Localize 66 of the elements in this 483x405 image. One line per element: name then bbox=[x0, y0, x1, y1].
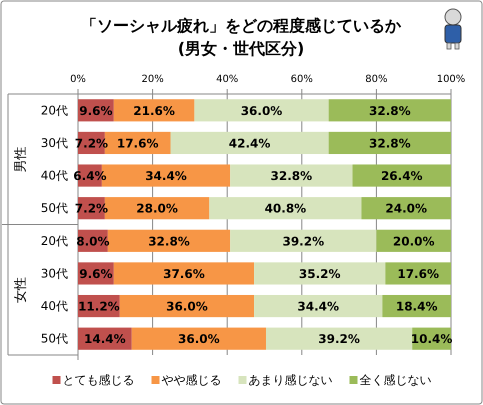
data-label: 17.6% bbox=[116, 136, 158, 150]
data-label: 39.2% bbox=[282, 234, 324, 248]
data-label: 36.0% bbox=[166, 300, 208, 314]
data-label: 34.4% bbox=[297, 300, 340, 314]
data-label: 32.8% bbox=[369, 104, 411, 118]
data-label: 9.6% bbox=[79, 104, 113, 118]
bar bbox=[170, 132, 329, 154]
data-label: 32.8% bbox=[148, 234, 190, 248]
y-tick-label: 50代 bbox=[40, 332, 68, 346]
bar bbox=[361, 197, 451, 220]
data-label: 36.0% bbox=[178, 332, 220, 346]
bar bbox=[230, 230, 376, 252]
bar bbox=[254, 262, 386, 285]
x-tick-label: 40% bbox=[216, 74, 238, 85]
bar bbox=[328, 99, 451, 122]
legend-label: あまり感じない bbox=[248, 373, 332, 387]
data-label: 26.4% bbox=[380, 169, 423, 184]
y-tick-label: 30代 bbox=[40, 266, 68, 280]
bar bbox=[108, 230, 230, 252]
data-label: 14.4% bbox=[84, 332, 126, 346]
data-label: 9.6% bbox=[79, 266, 113, 281]
text: 女性 bbox=[14, 276, 28, 303]
y-tick-label: 30代 bbox=[40, 136, 68, 150]
x-tick-label: 0% bbox=[70, 74, 86, 85]
data-label: 34.4% bbox=[145, 169, 187, 184]
bar bbox=[194, 99, 329, 122]
data-label: 21.6% bbox=[133, 104, 175, 118]
legend-label: やや感じる bbox=[162, 373, 222, 387]
data-label: 32.8% bbox=[369, 136, 411, 150]
bar bbox=[266, 328, 412, 350]
data-label: 35.2% bbox=[298, 266, 341, 281]
bar bbox=[230, 164, 353, 187]
x-tick-label: 20% bbox=[141, 74, 164, 85]
chart-subtitle: (男女・世代区分) bbox=[178, 39, 304, 58]
data-label: 37.6% bbox=[163, 266, 205, 281]
x-tick-label: 60% bbox=[290, 74, 313, 85]
legend-label: 全く感じない bbox=[360, 373, 432, 387]
bar bbox=[328, 132, 451, 154]
x-tick-label: 80% bbox=[365, 74, 388, 85]
data-label: 20.0% bbox=[392, 234, 435, 248]
bar bbox=[209, 197, 362, 220]
data-label: 18.4% bbox=[396, 300, 438, 314]
text: 男性 bbox=[14, 146, 28, 172]
data-label: 11.2% bbox=[78, 300, 120, 314]
data-label: 39.2% bbox=[318, 332, 360, 346]
y-tick-label: 50代 bbox=[40, 201, 68, 216]
data-label: 28.0% bbox=[136, 202, 178, 216]
y-tick-label: 40代 bbox=[40, 168, 68, 183]
bar bbox=[114, 99, 194, 122]
bar bbox=[352, 164, 451, 187]
bar bbox=[132, 328, 266, 350]
data-label: 42.4% bbox=[228, 136, 270, 150]
chart-title: 「ソーシャル疲れ」をどの程度感じているか bbox=[81, 16, 402, 35]
y-tick-label: 40代 bbox=[40, 299, 68, 314]
data-label: 36.0% bbox=[240, 104, 282, 118]
legend-label: とても感じる bbox=[62, 373, 134, 387]
data-label: 40.8% bbox=[264, 202, 306, 216]
data-label: 32.8% bbox=[270, 169, 312, 184]
data-label: 24.0% bbox=[385, 202, 428, 216]
data-label: 17.6% bbox=[397, 266, 439, 281]
bar bbox=[114, 262, 254, 285]
bar bbox=[120, 294, 254, 318]
y-tick-label: 20代 bbox=[40, 103, 68, 118]
x-tick-label: 100% bbox=[436, 74, 466, 85]
y-tick-label: 20代 bbox=[40, 234, 68, 248]
bar bbox=[254, 294, 382, 318]
